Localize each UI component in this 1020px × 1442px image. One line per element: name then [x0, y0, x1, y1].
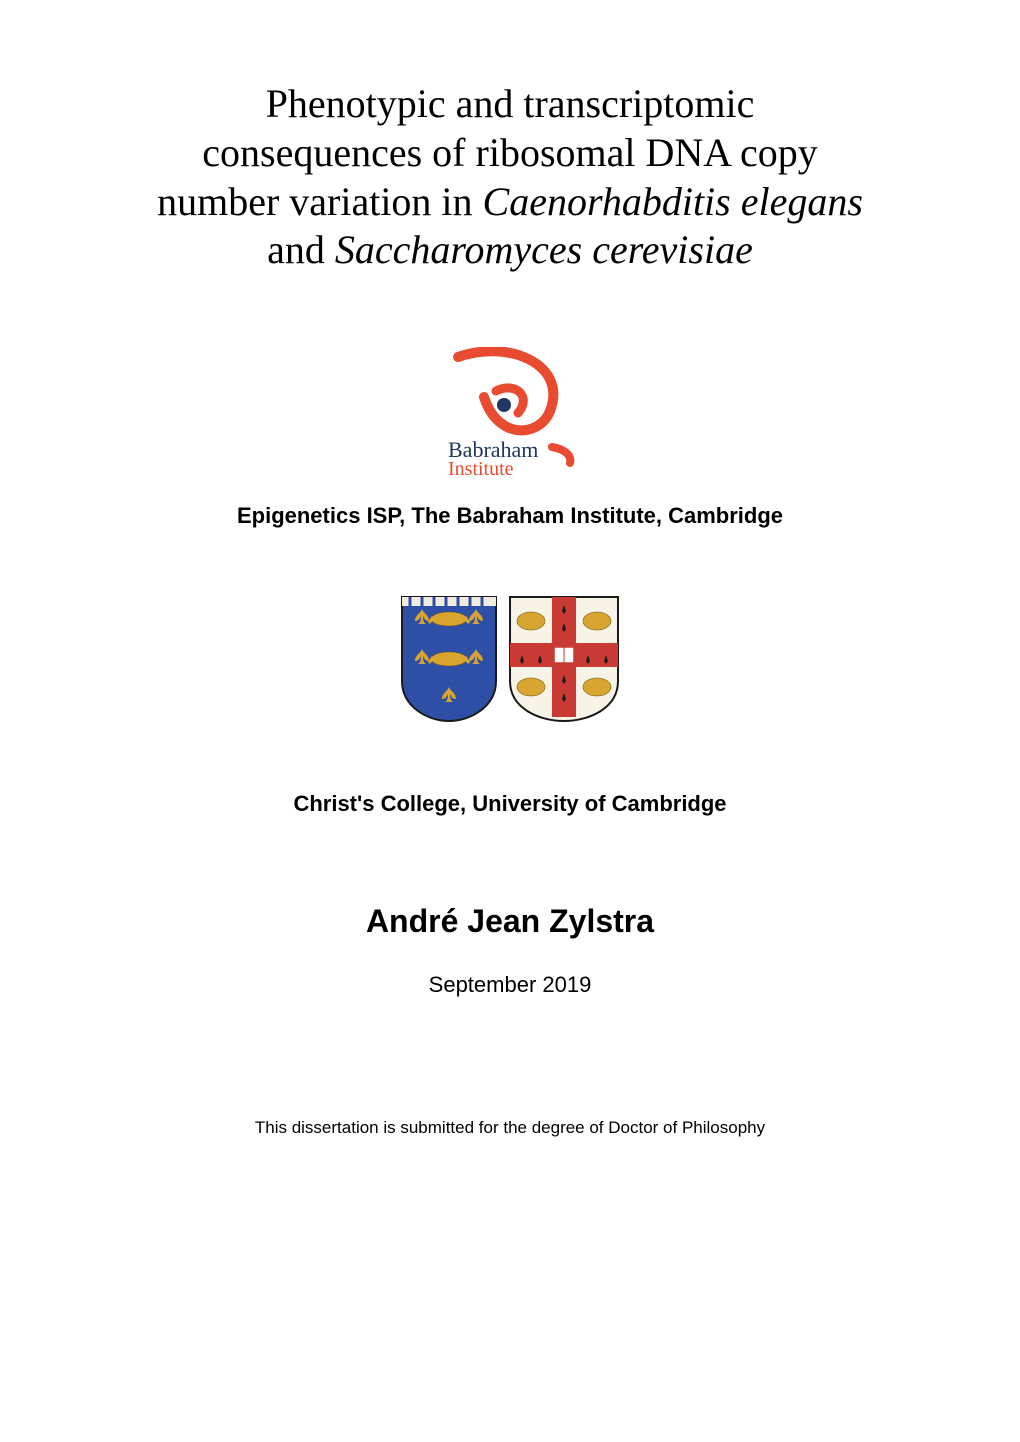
title-line-4-prefix: and	[267, 227, 335, 272]
title-line-4-species: Saccharomyces cerevisiae	[335, 227, 753, 272]
dot-icon	[497, 398, 511, 412]
submission-date: September 2019	[429, 972, 592, 998]
author-name: André Jean Zylstra	[366, 903, 654, 940]
title-line-4: and Saccharomyces cerevisiae	[157, 226, 863, 275]
college-affiliation: Christ's College, University of Cambridg…	[293, 791, 726, 817]
title-line-3-prefix: number variation in	[157, 179, 482, 224]
submission-statement: This dissertation is submitted for the d…	[255, 1118, 765, 1138]
babraham-word-bottom: Institute	[448, 458, 514, 477]
institute-affiliation: Epigenetics ISP, The Babraham Institute,…	[237, 503, 783, 529]
university-of-cambridge-crest	[508, 595, 620, 723]
title-line-2: consequences of ribosomal DNA copy	[157, 129, 863, 178]
title-line-3: number variation in Caenorhabditis elega…	[157, 178, 863, 227]
dissertation-title: Phenotypic and transcriptomic consequenc…	[157, 80, 863, 275]
swoosh-tail-icon	[552, 447, 570, 463]
babraham-institute-logo: Babraham Institute	[440, 347, 580, 477]
title-line-3-species: Caenorhabditis elegans	[483, 179, 863, 224]
babraham-logo-svg: Babraham Institute	[440, 347, 580, 477]
crests-row	[400, 595, 620, 723]
title-line-1: Phenotypic and transcriptomic	[157, 80, 863, 129]
border-bars-icon	[410, 597, 482, 606]
christs-college-crest	[400, 595, 498, 723]
